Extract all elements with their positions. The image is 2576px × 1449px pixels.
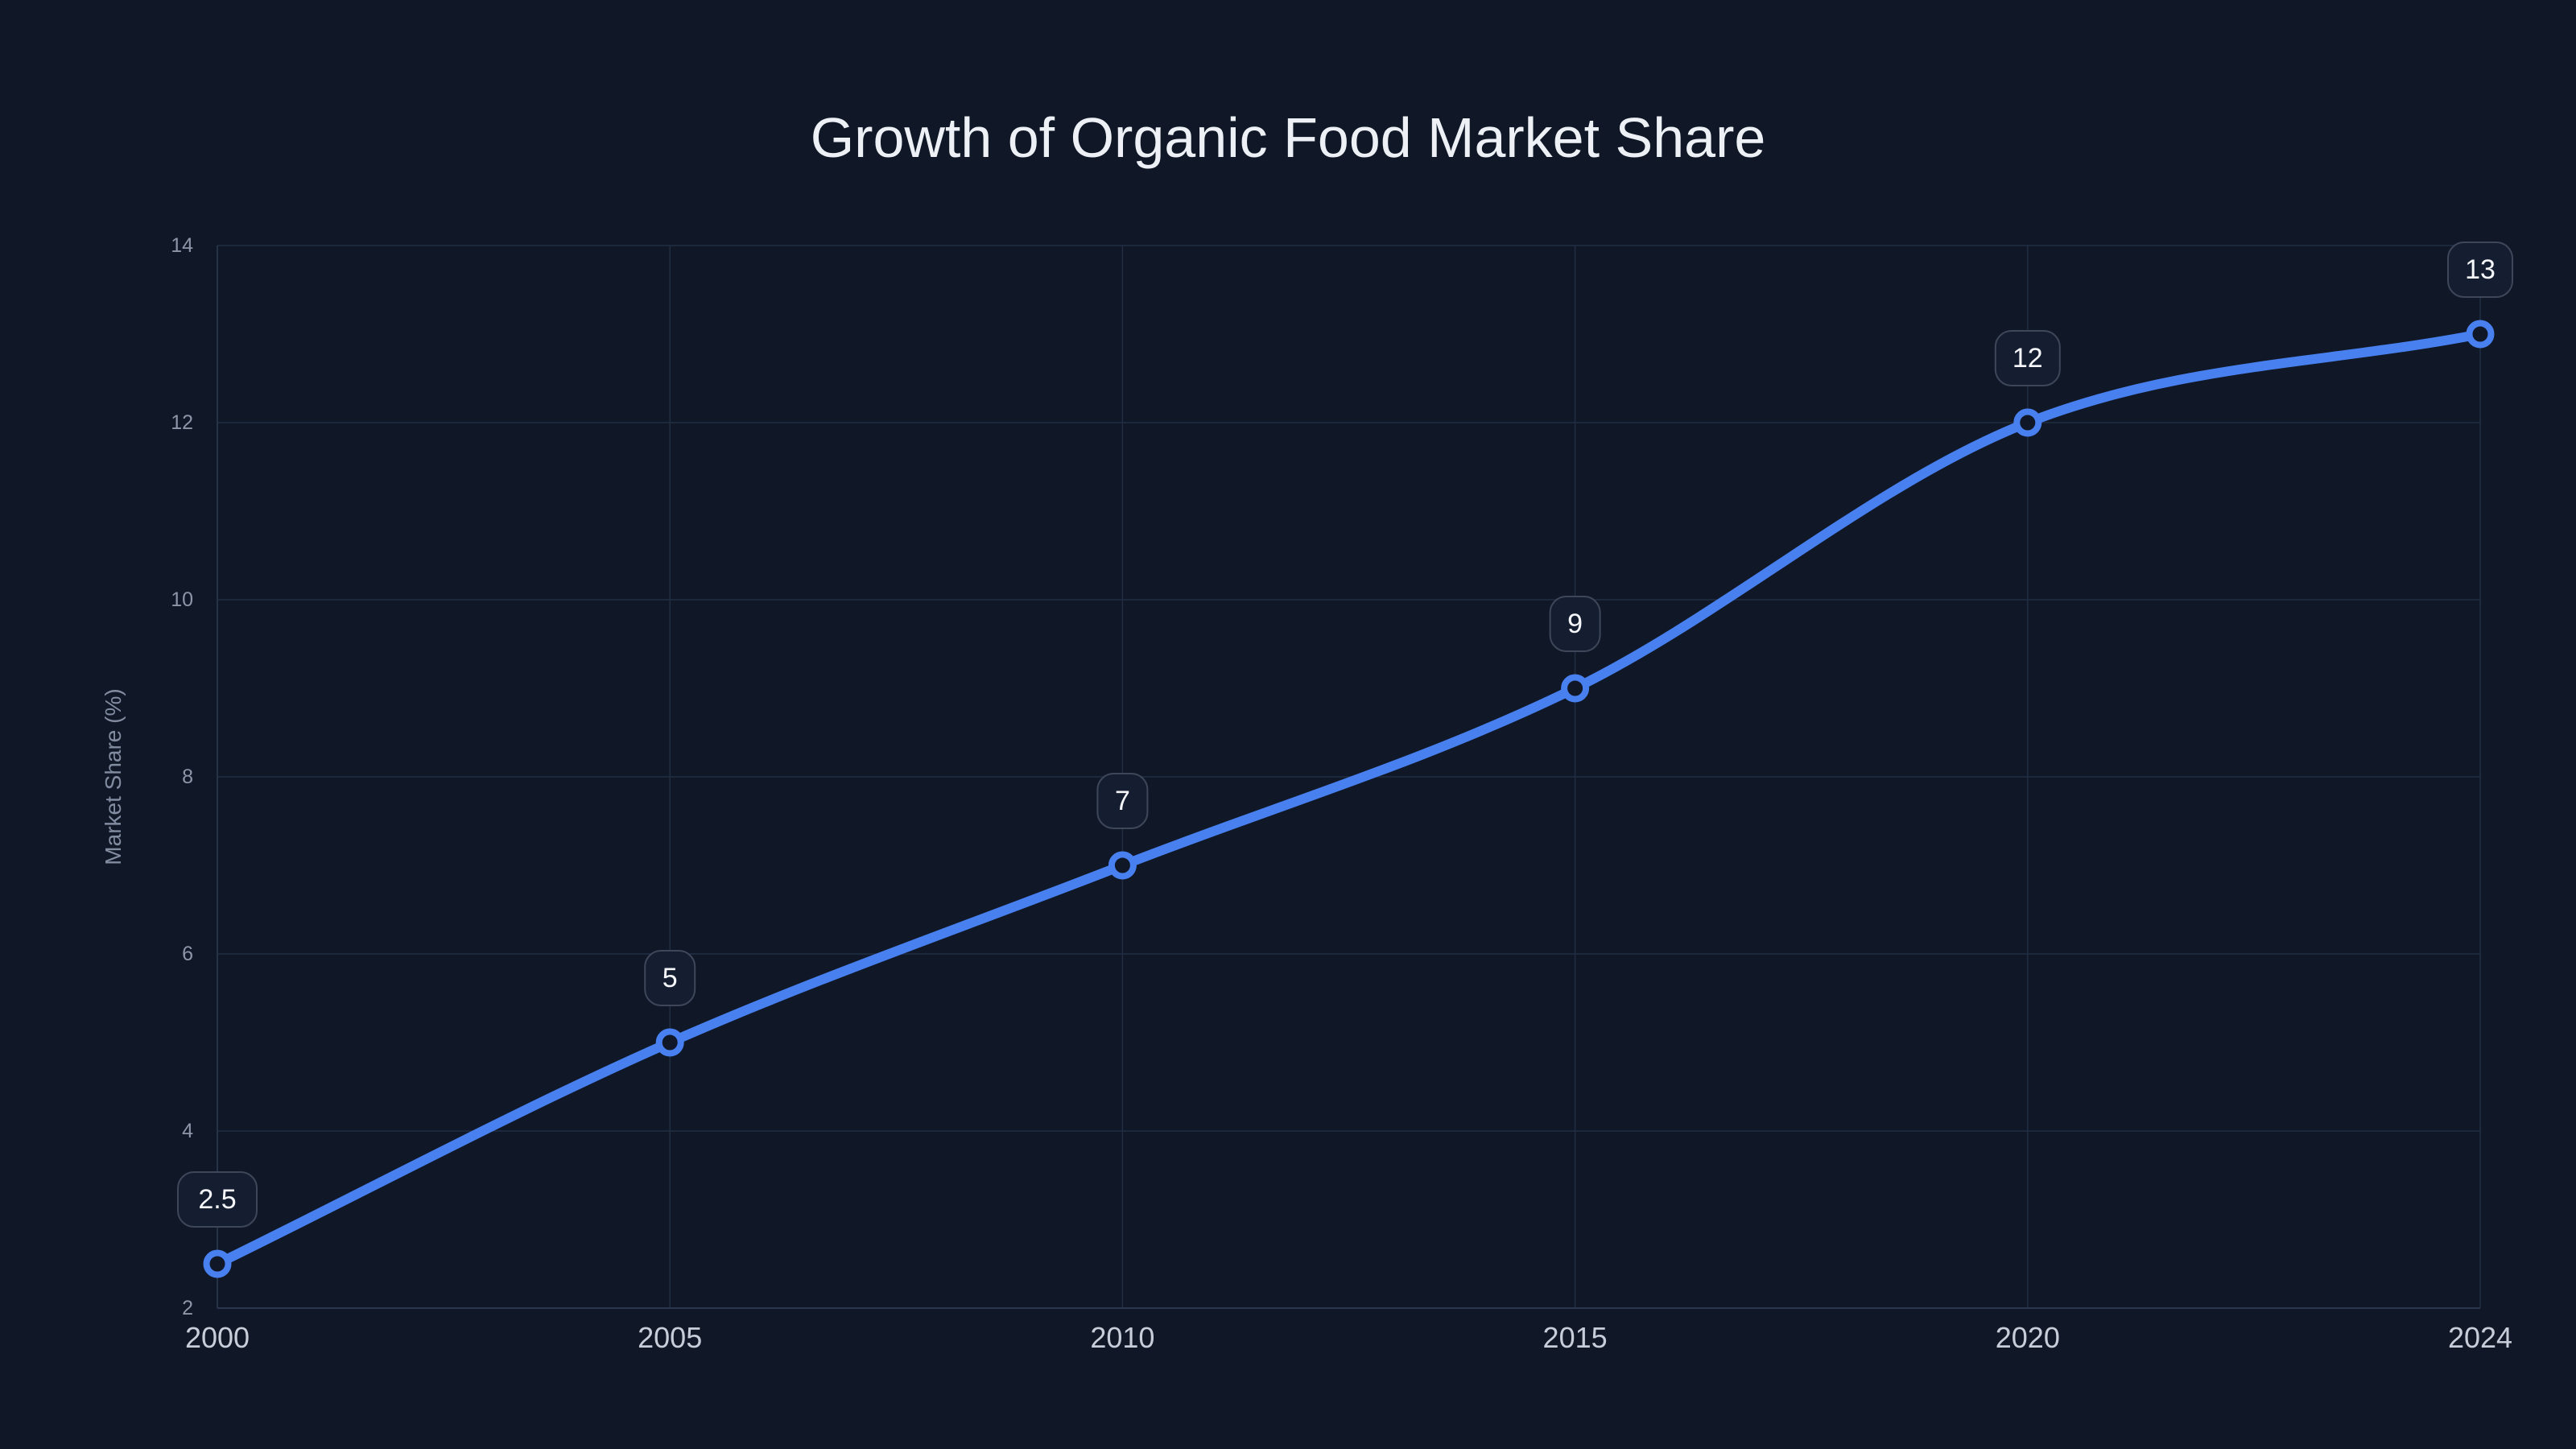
series-line-group: [203, 320, 2495, 1278]
x-tick-label: 2015: [1543, 1321, 1608, 1354]
point-label-box: [1096, 773, 1149, 829]
y-tick-labels: 2 4 6 8 10 12 14: [171, 234, 193, 1319]
gridlines: [217, 245, 2481, 1309]
x-tick-label: 2024: [2448, 1321, 2512, 1354]
y-axis-title: Market Share (%): [101, 688, 126, 865]
point-label-text: 7: [1115, 786, 1130, 816]
y-tick-label: 4: [182, 1120, 193, 1142]
y-tick-label: 14: [171, 234, 193, 257]
x-tick-labels: 2000 2005 2010 2015 2020 2024: [185, 1321, 2512, 1354]
point-label-text: 2.5: [198, 1184, 236, 1215]
point-marker: [2013, 408, 2042, 437]
x-tick-label: 2005: [638, 1321, 702, 1354]
point-label-text: 12: [2013, 343, 2043, 374]
y-tick-label: 6: [182, 943, 193, 965]
point-label-text: 13: [2465, 254, 2496, 285]
point-label-box: [2447, 242, 2513, 298]
point-label-text: 5: [663, 963, 678, 993]
y-tick-label: 8: [182, 766, 193, 788]
axis-lines: [217, 246, 2480, 1309]
point-label-box: [1994, 330, 2061, 386]
point-marker: [2466, 320, 2495, 349]
point-label-box: [1549, 596, 1601, 652]
point-marker: [1561, 674, 1590, 703]
point-label-group: 2.5 5 7 9 12 13: [177, 242, 2513, 1228]
y-tick-label: 12: [171, 411, 193, 434]
y-tick-label: 2: [182, 1297, 193, 1319]
y-tick-label: 10: [171, 588, 193, 611]
x-tick-label: 2020: [1996, 1321, 2060, 1354]
x-tick-label: 2000: [185, 1321, 250, 1354]
point-marker: [655, 1028, 684, 1057]
chart-title: Growth of Organic Food Market Share: [811, 106, 1766, 169]
point-label-box: [177, 1171, 258, 1228]
point-label-box: [644, 950, 696, 1006]
point-marker: [203, 1249, 232, 1278]
series-path: [213, 329, 2485, 1269]
point-marker: [1108, 851, 1137, 880]
point-label-text: 9: [1567, 609, 1583, 639]
x-tick-label: 2010: [1090, 1321, 1154, 1354]
